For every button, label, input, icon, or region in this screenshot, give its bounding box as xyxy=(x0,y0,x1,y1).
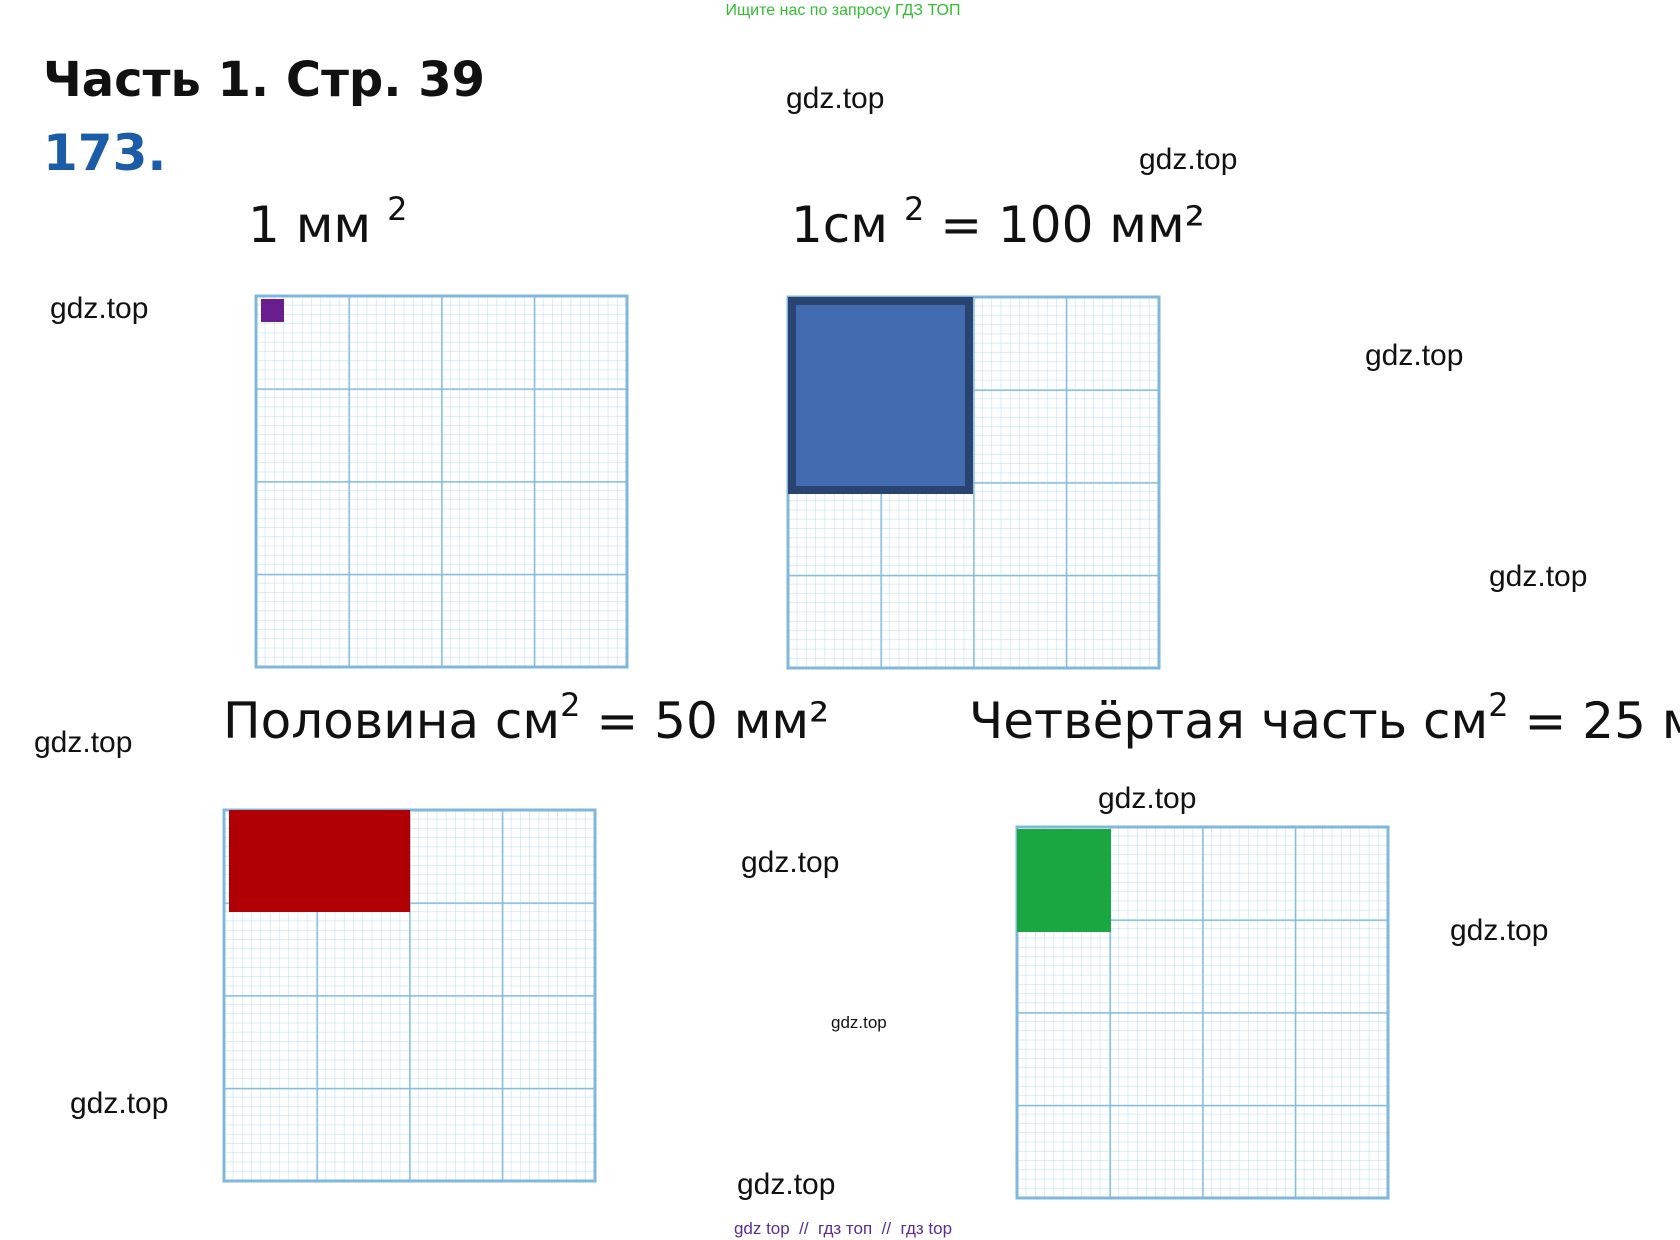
label: 1см 2 = 100 мм² xyxy=(791,193,1205,250)
quarter-cm xyxy=(1017,829,1111,932)
watermark: gdz.top xyxy=(737,1168,836,1201)
footer: gdz top // гдз топ // гдз top xyxy=(733,1219,953,1238)
watermark: gdz.top xyxy=(1450,914,1549,947)
grid-4 xyxy=(1015,825,1390,1200)
label: 1 мм 2 xyxy=(248,193,407,250)
label-sup: 2 xyxy=(560,686,581,724)
label-sup: 2 xyxy=(387,190,408,228)
watermark: gdz.top xyxy=(1098,782,1197,815)
watermark: gdz.top xyxy=(1489,560,1588,593)
watermark: gdz.top xyxy=(831,1013,887,1032)
half-cm xyxy=(229,810,410,912)
grid-1 xyxy=(254,294,629,669)
task-number: 173. xyxy=(43,124,167,182)
watermark: gdz.top xyxy=(741,846,840,879)
banner: Ищите нас по запросу ГДЗ ТОП xyxy=(725,2,961,19)
label-sup: 2 xyxy=(1488,686,1509,724)
page-title: Часть 1. Стр. 39 xyxy=(43,52,486,108)
watermark: gdz.top xyxy=(786,82,885,115)
watermark: gdz.top xyxy=(1365,339,1464,372)
label-text: 1 мм xyxy=(248,196,372,254)
label: Четвёртая часть см2 = 25 мм² xyxy=(969,689,1680,746)
label-sup: 2 xyxy=(903,190,925,228)
watermark: gdz.top xyxy=(34,726,133,759)
label-text: 1см xyxy=(791,196,889,254)
grid-2 xyxy=(786,295,1161,670)
grid-3 xyxy=(222,808,597,1183)
label-text: = 50 мм² xyxy=(580,692,830,750)
label-text: Половина см xyxy=(223,692,561,750)
label-text: = 25 мм² xyxy=(1524,692,1680,750)
label-text: Четвёртая часть см xyxy=(969,692,1489,750)
square-cm xyxy=(788,297,973,494)
watermark: gdz.top xyxy=(1139,143,1238,176)
graph-paper xyxy=(254,294,629,669)
square-mm xyxy=(261,299,284,322)
watermark: gdz.top xyxy=(70,1087,169,1120)
label: Половина см2 = 50 мм² xyxy=(223,689,829,746)
watermark: gdz.top xyxy=(50,292,149,325)
label-text: = 100 мм² xyxy=(924,196,1205,254)
